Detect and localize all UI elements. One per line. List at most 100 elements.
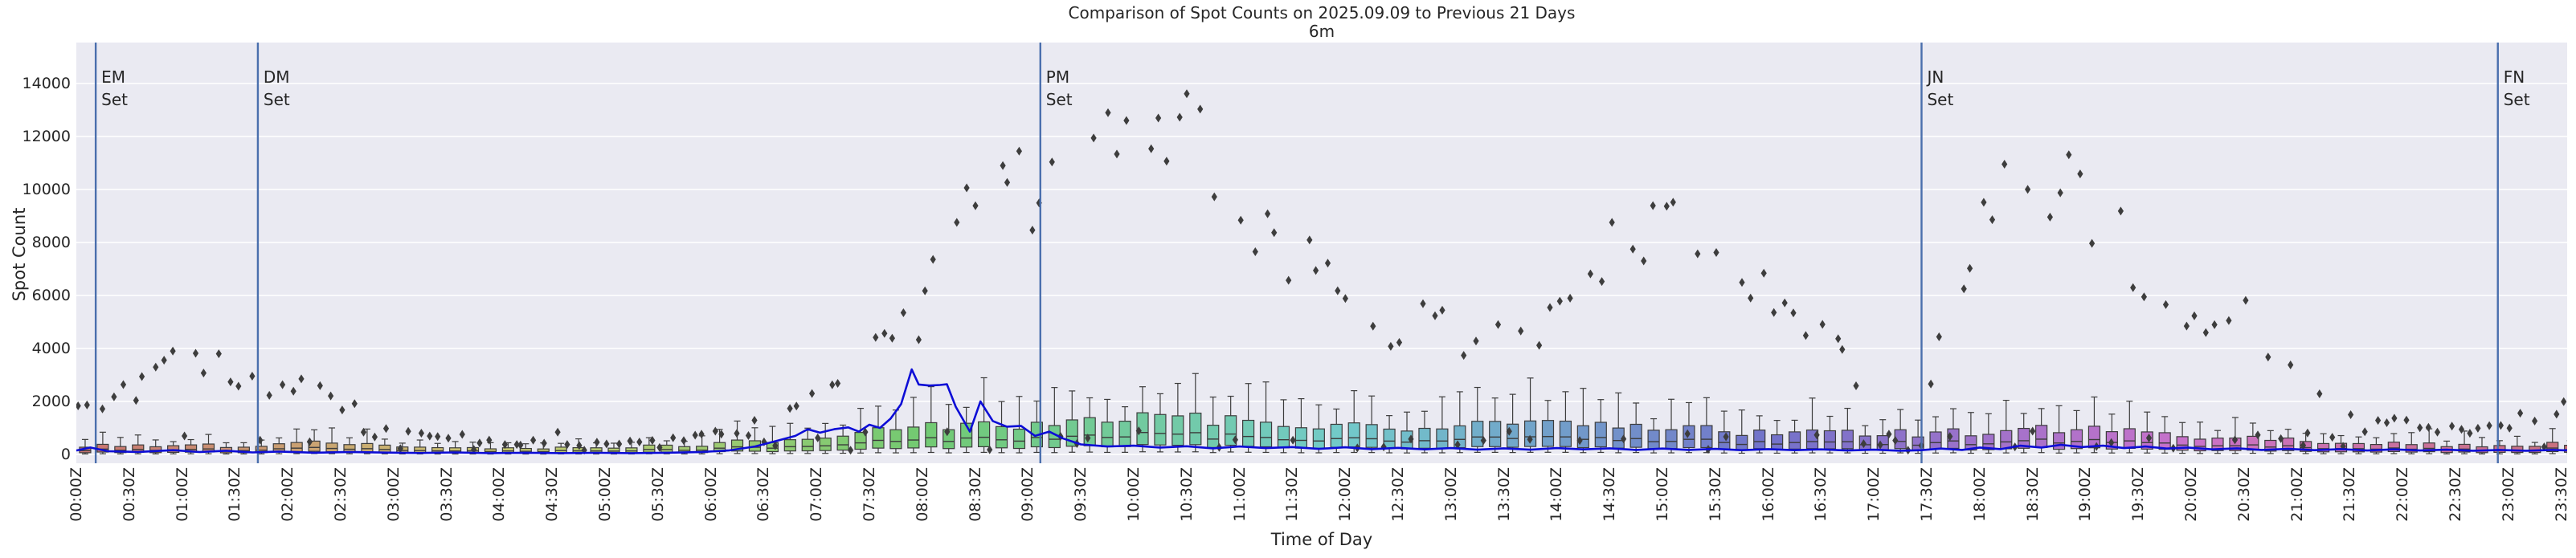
event-label: Set xyxy=(264,90,290,109)
boxplot-10min-bin xyxy=(1277,426,1290,449)
boxplot-10min-bin xyxy=(2370,444,2382,453)
boxplot-10min-bin xyxy=(1700,425,1713,449)
boxplot-10min-bin xyxy=(2423,442,2435,453)
boxplot-10min-bin xyxy=(889,429,902,450)
boxplot-10min-bin xyxy=(660,444,673,453)
boxplot-10min-bin xyxy=(1647,430,1660,450)
event-label: FN xyxy=(2504,67,2525,87)
boxplot-10min-bin xyxy=(819,438,832,451)
boxplot-10min-bin xyxy=(2387,442,2400,452)
boxplot-10min-bin xyxy=(1489,421,1502,447)
current-day-line xyxy=(76,368,2567,454)
boxplot-10min-bin xyxy=(167,445,180,454)
x-tick-label: 02:30Z xyxy=(332,467,350,522)
x-tick-label: 18:30Z xyxy=(2023,467,2042,522)
boxplot-10min-bin xyxy=(1771,434,1784,450)
boxplot-10min-bin xyxy=(1841,430,1854,450)
y-tick-label: 2000 xyxy=(31,393,71,410)
boxplot-10min-bin xyxy=(1242,419,1255,447)
x-tick-label: 15:00Z xyxy=(1654,467,1672,522)
boxplot-10min-bin xyxy=(325,442,338,453)
boxplot-10min-bin xyxy=(1294,427,1308,449)
boxplot-10min-bin xyxy=(1541,420,1555,447)
boxplot-10min-bin xyxy=(836,435,849,451)
x-tick-label: 19:00Z xyxy=(2076,467,2095,522)
x-tick-label: 10:30Z xyxy=(1177,467,1196,522)
x-tick-label: 04:30Z xyxy=(543,467,562,522)
boxplot-10min-bin xyxy=(1154,413,1167,446)
boxplot-10min-bin xyxy=(1629,423,1642,448)
boxplot-10min-bin xyxy=(554,446,567,454)
x-tick-label: 05:00Z xyxy=(596,467,615,522)
boxplot-10min-bin xyxy=(2316,442,2330,453)
boxplot-10min-bin xyxy=(2123,428,2136,450)
x-tick-label: 23:00Z xyxy=(2499,467,2517,522)
y-tick-label: 6000 xyxy=(31,287,71,304)
boxplot-10min-bin xyxy=(2405,444,2418,453)
boxplot-10min-bin xyxy=(1225,415,1237,446)
x-tick-label: 13:30Z xyxy=(1494,467,1513,522)
event-label: Set xyxy=(1046,90,1073,109)
previous-days-scatter-points xyxy=(76,89,2567,455)
boxplot-10min-bin xyxy=(995,426,1008,449)
x-tick-label: 14:00Z xyxy=(1548,467,1566,522)
boxplot-10min-bin xyxy=(1576,425,1589,449)
boxplot-10min-bin xyxy=(290,442,303,453)
x-tick-label: 21:00Z xyxy=(2288,467,2306,522)
x-tick-label: 02:00Z xyxy=(279,467,297,522)
x-axis-label: Time of Day xyxy=(1270,530,1373,549)
x-tick-label: 17:30Z xyxy=(1918,467,1936,522)
event-label: EM xyxy=(101,67,125,87)
boxplot-10min-bin xyxy=(1171,415,1184,446)
boxplot-10min-bin xyxy=(1418,427,1431,449)
boxplot-10min-bin xyxy=(2070,429,2083,450)
boxplot-10min-bin xyxy=(1312,428,1325,450)
y-tick-label: 12000 xyxy=(22,128,71,145)
x-tick-label: 06:00Z xyxy=(701,467,720,522)
chart-title: Comparison of Spot Counts on 2025.09.09 … xyxy=(1068,3,1576,22)
x-tick-label: 22:30Z xyxy=(2447,467,2465,522)
event-label: JN xyxy=(1925,67,1944,87)
boxplot-10min-bin xyxy=(1523,420,1537,447)
boxplot-10min-bin xyxy=(1189,412,1202,446)
x-tick-label: 04:00Z xyxy=(490,467,509,522)
boxplot-10min-bin xyxy=(1101,422,1114,448)
boxplot-10min-bin xyxy=(1259,422,1273,448)
x-tick-label: 00:00Z xyxy=(67,467,85,522)
boxplot-10min-bin xyxy=(2035,425,2048,449)
boxplot-10min-bin xyxy=(1207,425,1220,448)
chart-subtitle: 6m xyxy=(1308,22,1335,41)
boxplot-10min-bin xyxy=(872,427,885,449)
x-tick-label: 08:00Z xyxy=(913,467,931,522)
boxplot-10min-bin xyxy=(149,446,162,454)
x-tick-label: 15:30Z xyxy=(1706,467,1724,522)
boxplot-10min-bin xyxy=(2018,427,2030,449)
boxplot-10min-bin xyxy=(1347,422,1360,448)
boxplot-10min-bin xyxy=(907,426,920,449)
boxplot-10min-bin xyxy=(1436,428,1449,450)
x-tick-label: 22:00Z xyxy=(2394,467,2412,522)
event-label: Set xyxy=(2504,90,2530,109)
y-tick-label: 14000 xyxy=(22,75,71,92)
plot-area: EM Set DM Set PM Set JN Set FN Set xyxy=(76,43,2567,463)
boxplot-10min-bin xyxy=(978,421,991,447)
event-label: Set xyxy=(101,90,128,109)
y-tick-label: 0 xyxy=(60,446,71,463)
x-tick-label: 00:30Z xyxy=(120,467,138,522)
x-tick-label: 12:00Z xyxy=(1336,467,1355,522)
x-tick-label: 20:00Z xyxy=(2182,467,2201,522)
x-tick-label: 03:30Z xyxy=(437,467,456,522)
boxplot-10min-bin xyxy=(854,432,867,450)
boxplot-10min-bin xyxy=(1929,431,1942,450)
boxplot-10min-bin xyxy=(2282,437,2295,451)
x-tick-label: 17:00Z xyxy=(1865,467,1883,522)
boxplot-10min-bin xyxy=(1753,430,1766,450)
boxplot-10min-bin xyxy=(1471,421,1484,447)
boxplot-10min-bin xyxy=(1118,421,1131,447)
boxplot-10min-bin xyxy=(1788,431,1801,450)
boxplot-10min-bin xyxy=(1594,422,1607,448)
boxplot-10min-bin xyxy=(2564,445,2567,453)
x-tick-label: 09:30Z xyxy=(1072,467,1090,522)
boxplot-10min-bin xyxy=(2158,432,2171,450)
